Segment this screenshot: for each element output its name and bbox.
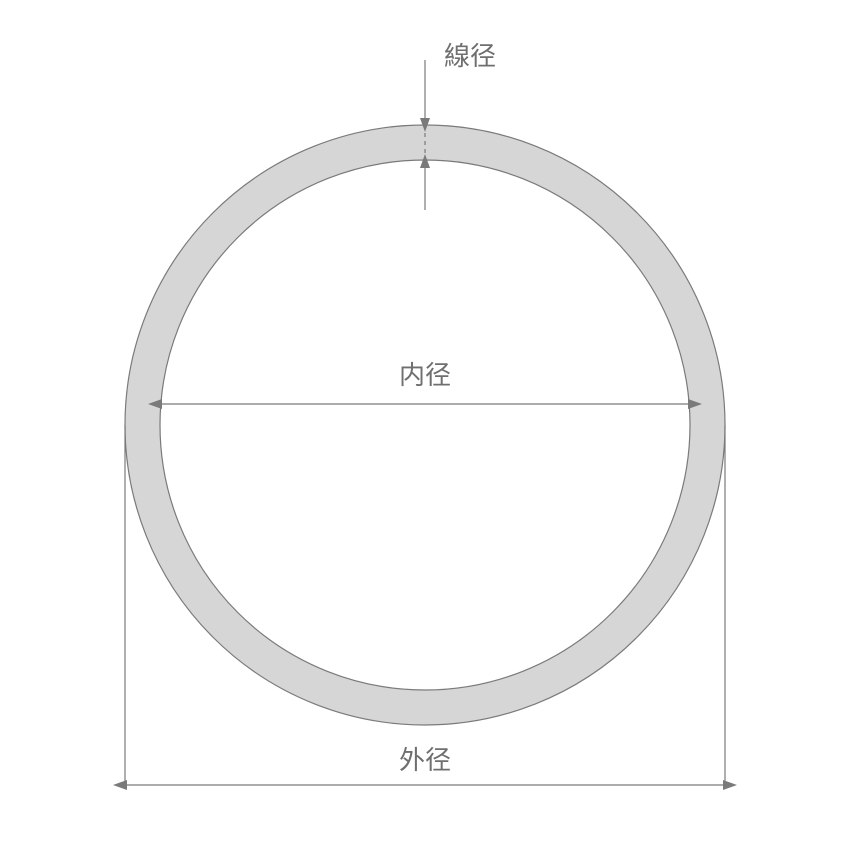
ring-annulus [125,125,725,725]
inner-diameter-label: 内径 [399,360,451,390]
outer-diameter-label: 外径 [399,745,451,775]
wire-diameter-label: 線径 [444,41,496,71]
